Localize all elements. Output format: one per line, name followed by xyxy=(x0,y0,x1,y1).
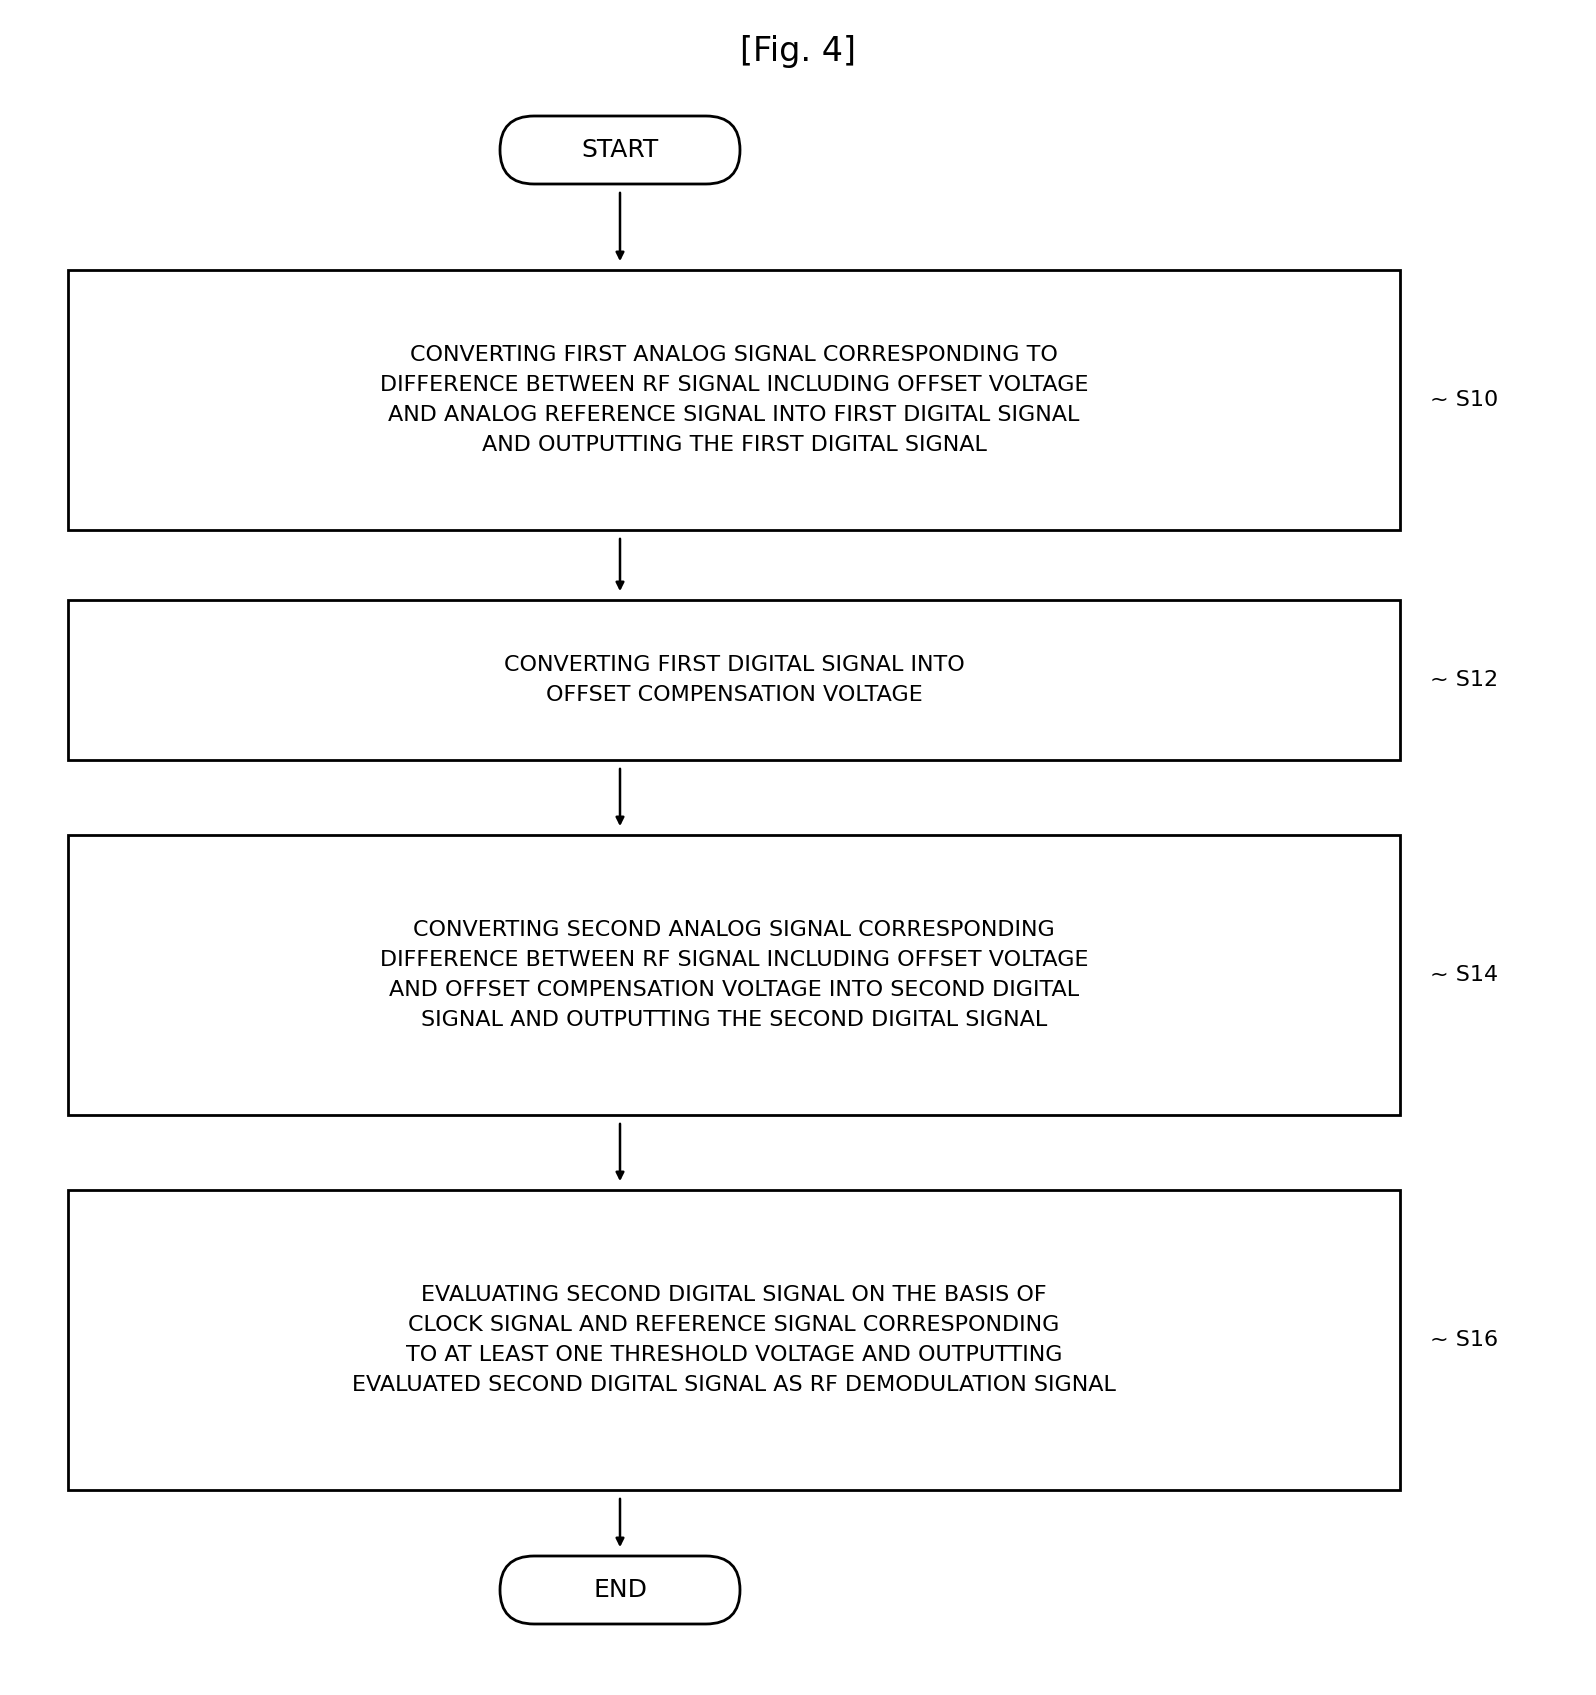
Text: CLOCK SIGNAL AND REFERENCE SIGNAL CORRESPONDING: CLOCK SIGNAL AND REFERENCE SIGNAL CORRES… xyxy=(409,1315,1060,1336)
Text: TO AT LEAST ONE THRESHOLD VOLTAGE AND OUTPUTTING: TO AT LEAST ONE THRESHOLD VOLTAGE AND OU… xyxy=(405,1346,1063,1364)
Text: [Fig. 4]: [Fig. 4] xyxy=(741,36,855,68)
Bar xyxy=(69,1190,1400,1490)
Text: ~ S14: ~ S14 xyxy=(1430,964,1499,985)
Text: DIFFERENCE BETWEEN RF SIGNAL INCLUDING OFFSET VOLTAGE: DIFFERENCE BETWEEN RF SIGNAL INCLUDING O… xyxy=(380,375,1088,395)
Text: CONVERTING FIRST ANALOG SIGNAL CORRESPONDING TO: CONVERTING FIRST ANALOG SIGNAL CORRESPON… xyxy=(410,346,1058,364)
Text: SIGNAL AND OUTPUTTING THE SECOND DIGITAL SIGNAL: SIGNAL AND OUTPUTTING THE SECOND DIGITAL… xyxy=(421,1010,1047,1031)
Text: END: END xyxy=(594,1578,646,1602)
Text: CONVERTING FIRST DIGITAL SIGNAL INTO: CONVERTING FIRST DIGITAL SIGNAL INTO xyxy=(504,654,964,675)
Text: START: START xyxy=(581,137,659,163)
Bar xyxy=(69,836,1400,1115)
FancyBboxPatch shape xyxy=(500,115,741,185)
Text: ~ S16: ~ S16 xyxy=(1430,1331,1499,1349)
Bar xyxy=(69,600,1400,759)
Text: ~ S10: ~ S10 xyxy=(1430,390,1499,410)
Text: AND OFFSET COMPENSATION VOLTAGE INTO SECOND DIGITAL: AND OFFSET COMPENSATION VOLTAGE INTO SEC… xyxy=(389,980,1079,1000)
Text: OFFSET COMPENSATION VOLTAGE: OFFSET COMPENSATION VOLTAGE xyxy=(546,685,922,705)
Bar xyxy=(69,270,1400,531)
Text: EVALUATING SECOND DIGITAL SIGNAL ON THE BASIS OF: EVALUATING SECOND DIGITAL SIGNAL ON THE … xyxy=(421,1285,1047,1305)
FancyBboxPatch shape xyxy=(500,1556,741,1624)
Text: AND OUTPUTTING THE FIRST DIGITAL SIGNAL: AND OUTPUTTING THE FIRST DIGITAL SIGNAL xyxy=(482,436,986,454)
Text: ~ S12: ~ S12 xyxy=(1430,670,1499,690)
Text: DIFFERENCE BETWEEN RF SIGNAL INCLUDING OFFSET VOLTAGE: DIFFERENCE BETWEEN RF SIGNAL INCLUDING O… xyxy=(380,949,1088,970)
Text: EVALUATED SECOND DIGITAL SIGNAL AS RF DEMODULATION SIGNAL: EVALUATED SECOND DIGITAL SIGNAL AS RF DE… xyxy=(353,1375,1116,1395)
Text: CONVERTING SECOND ANALOG SIGNAL CORRESPONDING: CONVERTING SECOND ANALOG SIGNAL CORRESPO… xyxy=(413,920,1055,941)
Text: AND ANALOG REFERENCE SIGNAL INTO FIRST DIGITAL SIGNAL: AND ANALOG REFERENCE SIGNAL INTO FIRST D… xyxy=(388,405,1079,425)
